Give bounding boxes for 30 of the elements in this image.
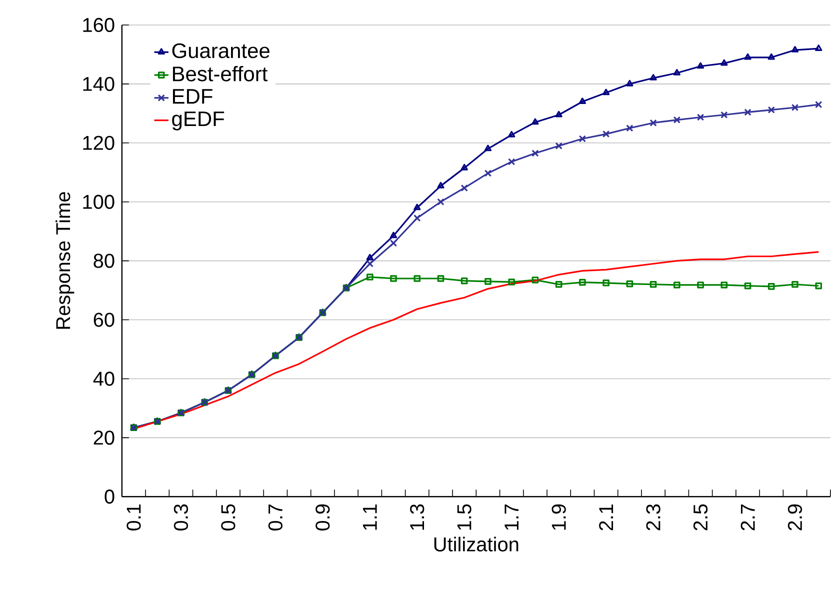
y-tick-label: 100	[83, 194, 114, 210]
x-tick-label: 2.3	[646, 504, 660, 530]
x-tick-label: 1.1	[363, 504, 377, 530]
x-tick-label: 0.1	[126, 504, 141, 531]
y-tick-label: 160	[83, 18, 114, 32]
x-tick-label: 0.9	[316, 504, 330, 531]
x-tick-label: 2.9	[788, 504, 802, 530]
x-axis-title: Utilization	[434, 537, 518, 552]
y-axis-title: Response Time	[56, 192, 74, 329]
x-tick-label: 1.7	[504, 504, 518, 530]
x-tick-label: 1.5	[457, 504, 472, 530]
y-tick-label: 40	[93, 372, 114, 386]
legend-label: Best-effort	[172, 66, 268, 82]
x-tick-label: 2.1	[599, 504, 614, 530]
y-tick-label: 60	[94, 312, 114, 328]
y-tick-label: 0	[104, 490, 114, 504]
y-tick-label: 20	[94, 430, 114, 445]
y-tick-label: 80	[94, 254, 114, 268]
x-tick-label: 2.5	[693, 504, 708, 530]
x-tick-label: 2.7	[740, 504, 755, 530]
x-tick-label: 1.9	[552, 504, 566, 530]
x-tick-label: 0.3	[174, 504, 188, 531]
x-tick-label: 0.5	[221, 504, 236, 531]
x-tick-label: 1.3	[410, 504, 424, 530]
legend-label: Guarantee	[172, 44, 270, 58]
y-tick-label: 120	[83, 136, 114, 150]
x-tick-label: 0.7	[268, 504, 282, 531]
y-tick-label: 140	[83, 77, 114, 92]
legend-label: gEDF	[172, 112, 224, 131]
legend-label: EDF	[172, 89, 212, 104]
